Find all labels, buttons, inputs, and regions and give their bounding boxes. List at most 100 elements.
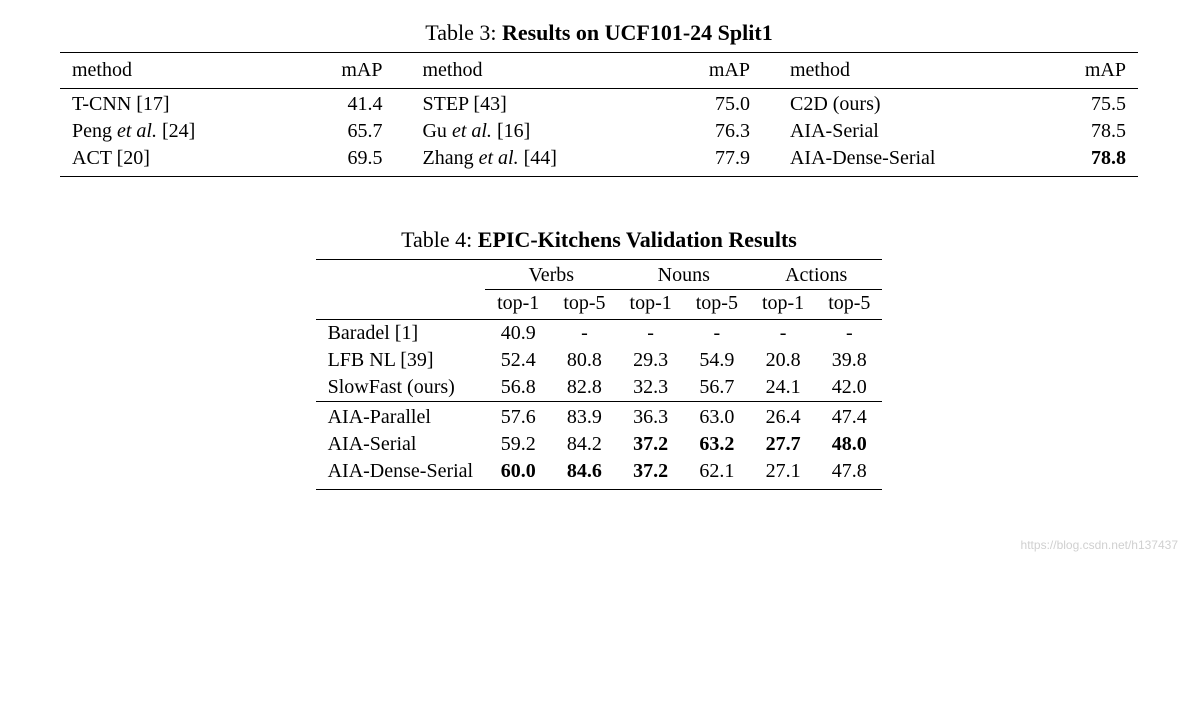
table4-group-nouns: Nouns: [618, 260, 750, 290]
cell-value: -: [750, 320, 816, 348]
cell-value: 84.2: [551, 431, 617, 458]
table3-caption: Table 3: Results on UCF101-24 Split1: [60, 20, 1138, 46]
table-row: LFB NL [39]52.480.829.354.920.839.8: [316, 347, 883, 374]
table3-block: Table 3: Results on UCF101-24 Split1 met…: [60, 20, 1138, 177]
table3-h-method-2: method: [410, 53, 653, 89]
cell-method: T-CNN [17]: [60, 89, 286, 119]
cell-value: 40.9: [485, 320, 551, 348]
cell-value: 27.7: [750, 431, 816, 458]
cell-method: LFB NL [39]: [316, 347, 486, 374]
table3-h-map-3: mAP: [1038, 53, 1138, 89]
table3-body: T-CNN [17] 41.4 STEP [43] 75.0 C2D (ours…: [60, 89, 1138, 177]
cell-map: 69.5: [286, 145, 410, 177]
cell-value: -: [684, 320, 750, 348]
cell-value: 63.0: [684, 402, 750, 432]
cell-value: 83.9: [551, 402, 617, 432]
table4-sub-top5: top-5: [551, 290, 617, 320]
table3-h-method-1: method: [60, 53, 286, 89]
table3: method mAP method mAP method mAP T-CNN […: [60, 52, 1138, 177]
cell-value: -: [551, 320, 617, 348]
table4-caption-prefix: Table 4:: [401, 227, 478, 252]
table4-sub-top1: top-1: [618, 290, 684, 320]
cell-value: 42.0: [816, 374, 882, 402]
cell-map: 78.5: [1038, 118, 1138, 145]
table4-sub-top5: top-5: [684, 290, 750, 320]
table3-h-map-1: mAP: [286, 53, 410, 89]
table3-h-map-2: mAP: [654, 53, 778, 89]
table-row: AIA-Parallel57.683.936.363.026.447.4: [316, 402, 883, 432]
cell-map: 76.3: [654, 118, 778, 145]
cell-map: 77.9: [654, 145, 778, 177]
table4-sub-top1: top-1: [750, 290, 816, 320]
cell-map: 41.4: [286, 89, 410, 119]
cell-map: 75.5: [1038, 89, 1138, 119]
table4-caption-title: EPIC-Kitchens Validation Results: [478, 227, 797, 252]
cell-value: -: [816, 320, 882, 348]
cell-method: AIA-Serial: [778, 118, 1038, 145]
cell-value: 37.2: [618, 431, 684, 458]
table4-sub-top1: top-1: [485, 290, 551, 320]
table4-sub-blank: [316, 290, 486, 320]
table4-sub-row: top-1 top-5 top-1 top-5 top-1 top-5: [316, 290, 883, 320]
cell-value: 54.9: [684, 347, 750, 374]
table-row: Peng et al. [24] 65.7 Gu et al. [16] 76.…: [60, 118, 1138, 145]
table-row: AIA-Dense-Serial60.084.637.262.127.147.8: [316, 458, 883, 490]
cell-method: AIA-Parallel: [316, 402, 486, 432]
cell-value: 48.0: [816, 431, 882, 458]
cell-value: 20.8: [750, 347, 816, 374]
cell-value: 63.2: [684, 431, 750, 458]
table4-body: Baradel [1]40.9-----LFB NL [39]52.480.82…: [316, 320, 883, 490]
cell-method: Zhang et al. [44]: [410, 145, 653, 177]
cell-method: AIA-Serial: [316, 431, 486, 458]
table3-caption-prefix: Table 3:: [425, 20, 502, 45]
cell-value: 52.4: [485, 347, 551, 374]
cell-value: 32.3: [618, 374, 684, 402]
cell-value: 59.2: [485, 431, 551, 458]
cell-value: 24.1: [750, 374, 816, 402]
table-row: AIA-Serial59.284.237.263.227.748.0: [316, 431, 883, 458]
cell-value: 29.3: [618, 347, 684, 374]
cell-method: C2D (ours): [778, 89, 1038, 119]
table3-h-method-3: method: [778, 53, 1038, 89]
table4: Verbs Nouns Actions top-1 top-5 top-1 to…: [316, 259, 883, 490]
cell-value: -: [618, 320, 684, 348]
cell-value: 82.8: [551, 374, 617, 402]
table4-sub-top5: top-5: [816, 290, 882, 320]
cell-value: 56.8: [485, 374, 551, 402]
cell-value: 27.1: [750, 458, 816, 490]
watermark: https://blog.csdn.net/h137437: [1021, 538, 1178, 552]
cell-method: SlowFast (ours): [316, 374, 486, 402]
cell-method: Peng et al. [24]: [60, 118, 286, 145]
cell-map: 65.7: [286, 118, 410, 145]
cell-value: 47.4: [816, 402, 882, 432]
cell-value: 47.8: [816, 458, 882, 490]
cell-value: 37.2: [618, 458, 684, 490]
table3-caption-title: Results on UCF101-24 Split1: [502, 20, 773, 45]
cell-value: 39.8: [816, 347, 882, 374]
cell-method: AIA-Dense-Serial: [778, 145, 1038, 177]
table4-group-verbs: Verbs: [485, 260, 617, 290]
table4-group-row: Verbs Nouns Actions: [316, 260, 883, 290]
cell-value: 80.8: [551, 347, 617, 374]
cell-value: 36.3: [618, 402, 684, 432]
table-row: ACT [20] 69.5 Zhang et al. [44] 77.9 AIA…: [60, 145, 1138, 177]
table4-group-actions: Actions: [750, 260, 882, 290]
table4-caption: Table 4: EPIC-Kitchens Validation Result…: [60, 227, 1138, 253]
table-row: Baradel [1]40.9-----: [316, 320, 883, 348]
table-row: SlowFast (ours)56.882.832.356.724.142.0: [316, 374, 883, 402]
cell-value: 26.4: [750, 402, 816, 432]
cell-map: 75.0: [654, 89, 778, 119]
cell-value: 60.0: [485, 458, 551, 490]
cell-value: 62.1: [684, 458, 750, 490]
cell-value: 84.6: [551, 458, 617, 490]
table3-header-row: method mAP method mAP method mAP: [60, 53, 1138, 89]
table4-blank: [316, 260, 486, 290]
cell-map: 78.8: [1038, 145, 1138, 177]
table4-block: Table 4: EPIC-Kitchens Validation Result…: [60, 227, 1138, 490]
cell-value: 56.7: [684, 374, 750, 402]
cell-method: AIA-Dense-Serial: [316, 458, 486, 490]
cell-method: STEP [43]: [410, 89, 653, 119]
cell-method: ACT [20]: [60, 145, 286, 177]
cell-value: 57.6: [485, 402, 551, 432]
table-row: T-CNN [17] 41.4 STEP [43] 75.0 C2D (ours…: [60, 89, 1138, 119]
